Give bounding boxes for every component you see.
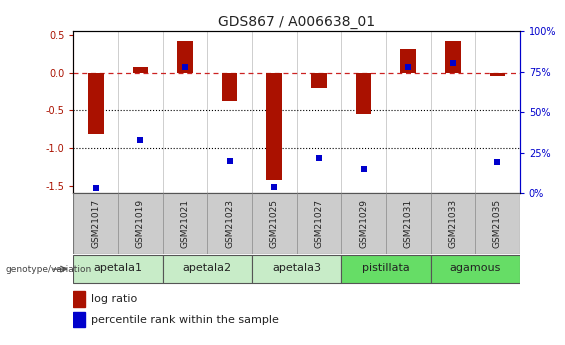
Point [359, 166, 368, 171]
Bar [133, 67, 148, 72]
Text: apetala3: apetala3 [272, 264, 321, 274]
Bar [311, 72, 327, 88]
Point [181, 64, 190, 69]
Text: apetala1: apetala1 [94, 264, 142, 274]
Bar [73, 312, 85, 327]
Point [136, 137, 145, 142]
Bar [490, 72, 505, 76]
Bar [163, 255, 252, 283]
Bar [267, 72, 282, 180]
Title: GDS867 / A006638_01: GDS867 / A006638_01 [218, 14, 375, 29]
Bar [73, 291, 85, 307]
Text: pistillata: pistillata [362, 264, 410, 274]
Text: agamous: agamous [450, 264, 501, 274]
Text: GSM21031: GSM21031 [404, 199, 412, 248]
Bar [88, 72, 103, 134]
Point [315, 155, 324, 160]
Bar [222, 72, 237, 101]
Bar [73, 255, 163, 283]
Text: GSM21017: GSM21017 [92, 199, 100, 248]
Text: genotype/variation: genotype/variation [6, 265, 92, 274]
Text: percentile rank within the sample: percentile rank within the sample [92, 315, 279, 325]
Text: GSM21025: GSM21025 [270, 199, 279, 248]
Text: GSM21035: GSM21035 [493, 199, 502, 248]
Point [270, 184, 279, 189]
Bar [177, 41, 193, 72]
Point [225, 158, 234, 164]
Bar [445, 41, 460, 72]
Text: GSM21019: GSM21019 [136, 199, 145, 248]
Text: GSM21029: GSM21029 [359, 199, 368, 248]
Bar [341, 255, 431, 283]
Text: log ratio: log ratio [92, 294, 137, 304]
Point [449, 61, 458, 66]
Text: GSM21021: GSM21021 [181, 199, 189, 248]
Bar [356, 72, 371, 114]
Bar [401, 49, 416, 72]
Bar [252, 255, 341, 283]
Text: apetala2: apetala2 [183, 264, 232, 274]
Text: GSM21023: GSM21023 [225, 199, 234, 248]
Point [404, 64, 413, 69]
Bar [431, 255, 520, 283]
Text: GSM21033: GSM21033 [449, 199, 457, 248]
Point [493, 160, 502, 165]
Text: GSM21027: GSM21027 [315, 199, 323, 248]
Point [92, 186, 101, 191]
